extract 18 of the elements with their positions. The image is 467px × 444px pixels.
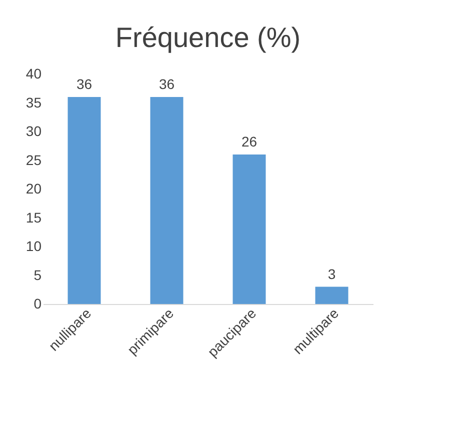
data-label: 36 [158,76,175,92]
y-tick-label: 10 [26,238,42,254]
y-tick-label: 0 [34,296,42,312]
y-tick-label: 15 [26,209,42,226]
y-tick-label: 35 [26,94,42,110]
bar [232,154,266,304]
y-tick-label: 5 [34,266,42,283]
y-tick-label: 40 [26,66,42,82]
chart-title: Fréquence (%) [115,22,301,53]
bar [150,97,184,304]
data-label: 3 [328,266,336,282]
y-tick-label: 30 [26,123,42,139]
y-tick-label: 25 [26,152,42,168]
data-label: 26 [241,134,258,150]
bar [315,286,348,304]
bar [68,97,101,304]
y-tick-label: 20 [26,180,42,196]
data-label: 36 [76,76,92,92]
